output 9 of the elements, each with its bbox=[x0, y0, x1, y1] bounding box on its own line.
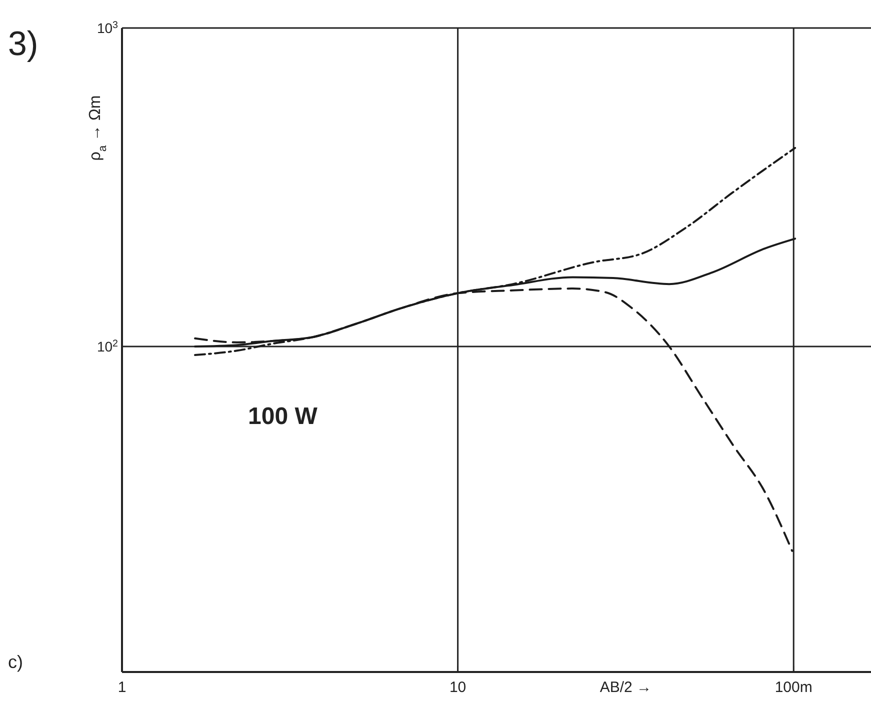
x-tick-label: 1 bbox=[118, 679, 126, 696]
x-tick-label: 10 bbox=[449, 679, 466, 696]
annotation: 100 W bbox=[248, 403, 318, 430]
y-tick-label: 10$^{3}$ bbox=[96, 20, 119, 36]
x-axis-title: AB/2 → bbox=[600, 679, 652, 696]
text: c) bbox=[8, 652, 23, 672]
x-tick-label: 100m bbox=[774, 679, 812, 696]
text: 3) bbox=[8, 25, 38, 63]
y-tick-label: 10$^{2}$ bbox=[96, 338, 118, 354]
